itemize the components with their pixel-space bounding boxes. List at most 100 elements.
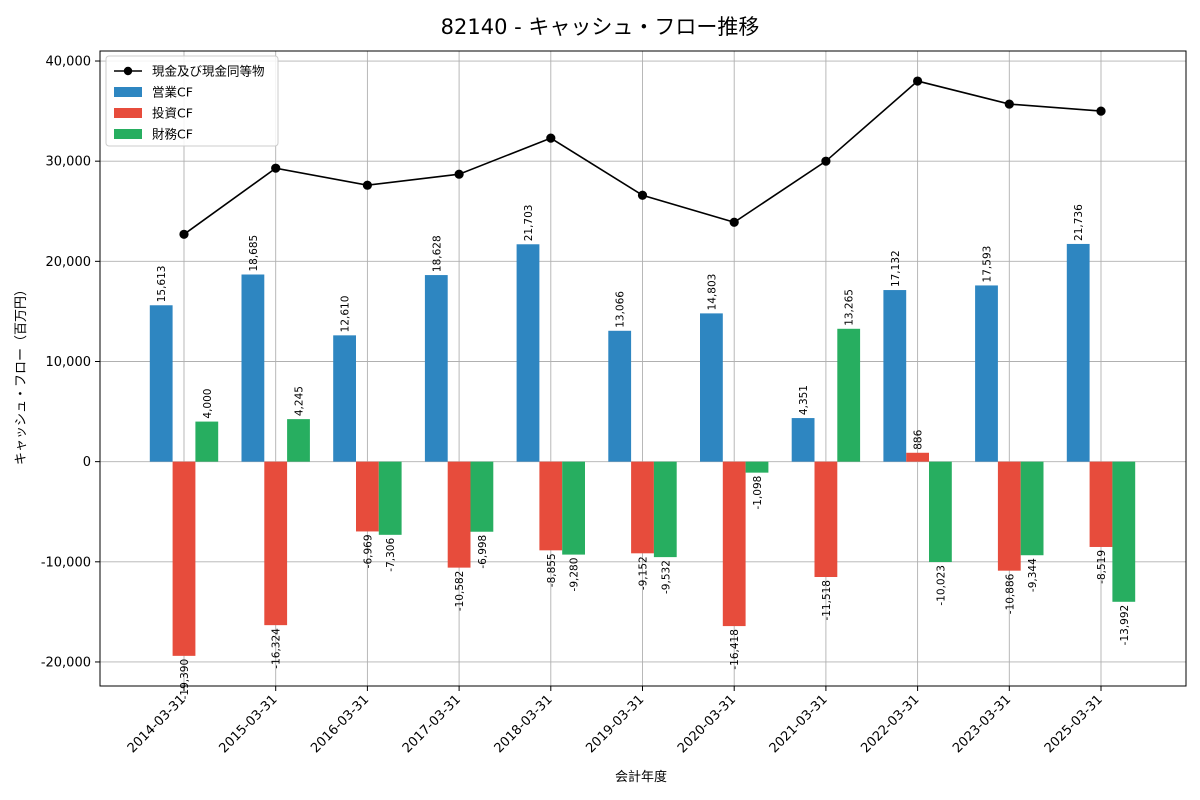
- bar-1: [149, 305, 173, 462]
- x-axis-label: 会計年度: [615, 769, 667, 785]
- x-tick-label: 2025-03-31: [1042, 692, 1106, 756]
- bar-1: [333, 335, 356, 462]
- x-tick-label: 2022-03-31: [858, 692, 922, 756]
- legend-bar-swatch: [114, 129, 142, 139]
- bar-data-label: -9,344: [1027, 558, 1039, 592]
- bar-data-label: -6,969: [362, 534, 374, 568]
- cash-point: [546, 133, 556, 143]
- bar-data-label: 4,351: [798, 385, 810, 415]
- bar-data-label: -6,998: [477, 535, 489, 569]
- bar-data-label: 14,803: [706, 274, 718, 311]
- y-tick-label: -20,000: [41, 655, 91, 670]
- cash-point: [1096, 106, 1106, 116]
- legend-entry-label: 投資CF: [152, 106, 193, 121]
- y-tick-label: -10,000: [41, 555, 91, 570]
- bar-1: [516, 244, 540, 462]
- bar-data-label: 4,245: [294, 386, 306, 416]
- bar-data-label: -8,519: [1096, 550, 1108, 584]
- cash-point: [821, 156, 831, 166]
- bar-2: [631, 461, 654, 554]
- x-tick-label: 2023-03-31: [950, 692, 1014, 756]
- x-tick-label: 2021-03-31: [767, 692, 831, 756]
- bar-1: [241, 274, 265, 462]
- bar-2: [172, 461, 196, 656]
- y-tick-label: 30,000: [46, 155, 92, 170]
- legend-entry-label: 現金及び現金同等物: [152, 64, 265, 79]
- x-tick-label: 2017-03-31: [400, 692, 464, 756]
- bar-2: [814, 461, 838, 578]
- bar-1: [424, 275, 448, 462]
- bar-3: [470, 461, 494, 532]
- y-tick-label: 0: [83, 455, 91, 470]
- bar-3: [653, 461, 677, 558]
- bar-3: [562, 461, 585, 555]
- bar-data-label: -11,518: [821, 580, 833, 621]
- bar-data-label: -10,886: [1004, 573, 1016, 614]
- bar-2: [906, 452, 929, 462]
- bar-data-label: 4,000: [202, 389, 214, 419]
- bars-layer: [149, 243, 1136, 656]
- cash-point: [913, 76, 923, 86]
- x-tick-label: 2015-03-31: [216, 692, 280, 756]
- bar-1: [791, 418, 815, 462]
- bar-data-label: -7,306: [385, 538, 397, 572]
- bar-2: [722, 461, 746, 627]
- bar-data-label: 18,628: [431, 235, 443, 272]
- bar-1: [883, 290, 907, 462]
- bar-data-label: 12,610: [340, 296, 352, 333]
- bar-data-label: -10,023: [935, 565, 947, 606]
- legend-bar-swatch: [114, 87, 142, 97]
- bar-data-label: -9,152: [638, 556, 650, 590]
- bar-3: [1112, 461, 1136, 602]
- bar-data-label: -16,418: [729, 629, 741, 670]
- x-tick-label: 2020-03-31: [675, 692, 739, 756]
- x-tick-label: 2016-03-31: [308, 692, 372, 756]
- bar-2: [539, 461, 563, 551]
- bar-3: [837, 328, 861, 462]
- bar-3: [745, 461, 769, 473]
- cash-point: [362, 180, 372, 190]
- legend-marker: [123, 66, 133, 76]
- bar-data-label: -9,280: [569, 558, 581, 592]
- bar-data-label: -16,324: [271, 628, 283, 669]
- x-tick-label: 2019-03-31: [583, 692, 647, 756]
- bar-data-label: 13,265: [844, 289, 856, 326]
- bar-data-label: -8,855: [546, 553, 558, 587]
- bar-data-label: -9,532: [660, 560, 672, 594]
- bar-2: [1089, 461, 1113, 547]
- y-axis-label: キャッシュ・フロー（百万円）: [14, 283, 29, 465]
- legend-entry-label: 財務CF: [152, 127, 193, 142]
- chart-title: 82140 - キャッシュ・フロー推移: [441, 15, 760, 39]
- bar-data-label: -10,582: [454, 571, 466, 612]
- bar-data-label: 17,593: [982, 246, 994, 283]
- bar-3: [378, 461, 402, 535]
- y-tick-label: 40,000: [46, 55, 92, 70]
- cash-point: [729, 217, 739, 227]
- bar-2: [447, 461, 471, 568]
- x-tick-label: 2014-03-31: [125, 692, 189, 756]
- cash-point: [179, 229, 189, 239]
- line-layer: [179, 76, 1106, 239]
- bar-data-label: 886: [913, 429, 925, 449]
- data-labels-layer: 15,613 18,685 12,610 18,628 21,703 13,066 14,8…: [156, 204, 1131, 699]
- bar-1: [608, 330, 632, 462]
- bar-2: [997, 461, 1021, 571]
- cash-point: [454, 169, 464, 179]
- bar-data-label: -1,098: [752, 476, 764, 510]
- x-tick-label: 2018-03-31: [492, 692, 556, 756]
- bar-data-label: 15,613: [156, 266, 168, 303]
- bar-3: [287, 419, 310, 462]
- bar-3: [929, 461, 952, 563]
- cash-point: [637, 190, 648, 200]
- bar-data-label: 21,703: [523, 205, 535, 242]
- y-tick-label: 20,000: [46, 255, 92, 270]
- legend-bar-swatch: [114, 108, 142, 118]
- cash-point: [1004, 99, 1014, 109]
- bar-1: [975, 285, 998, 462]
- plot-frame: [99, 50, 1187, 687]
- bar-data-label: 17,132: [890, 250, 902, 287]
- legend-box: [105, 55, 279, 147]
